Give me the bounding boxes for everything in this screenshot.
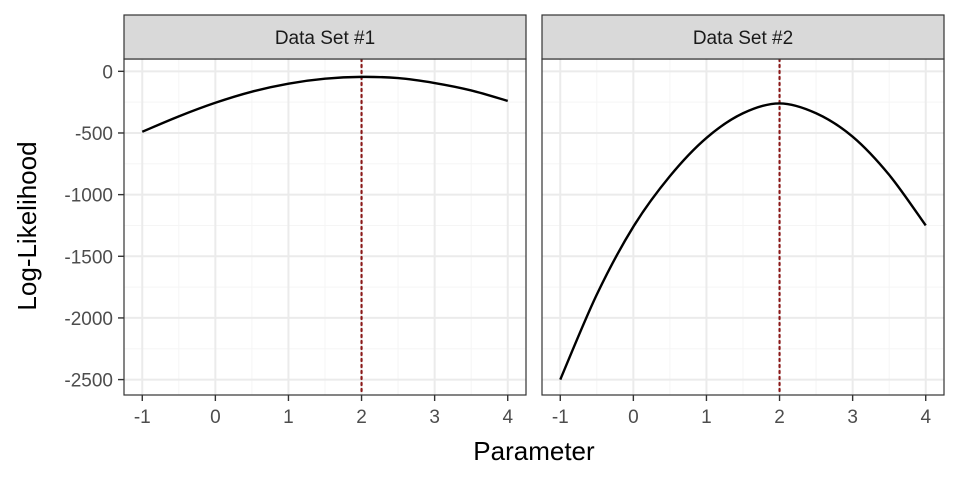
x-tick-label: 0: [210, 407, 221, 428]
facet-panel-1: Data Set #1 -1 0 1 2 3 4: [123, 14, 527, 428]
y-tick-label: -1000: [64, 186, 113, 207]
y-tick-label: -2000: [64, 309, 113, 330]
facet-strip: [541, 14, 945, 60]
x-tick-label: 1: [283, 407, 294, 428]
x-tick-label: 2: [356, 407, 367, 428]
series-line-1: [141, 75, 509, 133]
x-tick-label: 3: [847, 407, 858, 428]
y-tick-label: -2500: [64, 371, 113, 392]
series-line-2: [559, 102, 927, 381]
x-tick-label: -1: [134, 407, 151, 428]
y-tick-label: 0: [102, 62, 113, 83]
x-tick-label: 4: [920, 407, 931, 428]
x-tick-label: -1: [552, 407, 569, 428]
x-tick-label: 2: [774, 407, 785, 428]
y-tick-label: -1500: [64, 247, 113, 268]
x-tick-label: 4: [502, 407, 513, 428]
panels-group: Data Set #1 -1 0 1 2 3 4 Data Set #2 -1 0 1 2 3 4: [123, 14, 945, 428]
y-axis: 0 -500 -1000 -1500 -2000 -2500: [64, 62, 124, 392]
x-axis-title: Parameter: [473, 436, 595, 466]
facet-strip-label: Data Set #1: [275, 28, 375, 49]
facet-strip: [123, 14, 527, 60]
x-tick-label: 0: [628, 407, 639, 428]
y-tick-label: -500: [75, 124, 113, 145]
x-tick-label: 1: [701, 407, 712, 428]
facet-strip-label: Data Set #2: [693, 28, 793, 49]
facet-panel-2: Data Set #2 -1 0 1 2 3 4: [541, 14, 945, 428]
y-axis-title: Log-Likelihood: [12, 141, 42, 310]
x-tick-label: 3: [429, 407, 440, 428]
